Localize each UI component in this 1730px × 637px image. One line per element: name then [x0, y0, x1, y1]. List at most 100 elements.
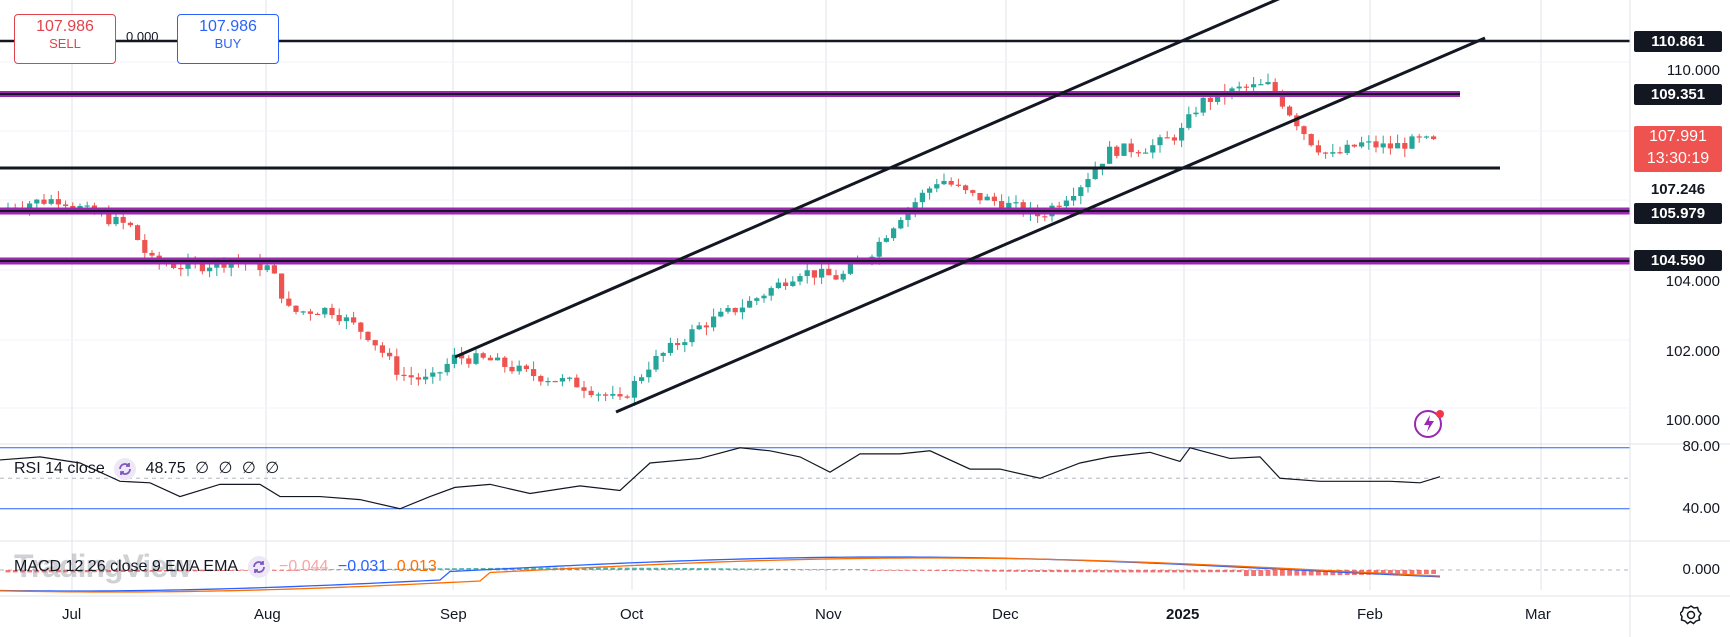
level-tag: 104.590: [1634, 250, 1722, 271]
candle-body: [696, 325, 702, 330]
candle-body: [127, 222, 133, 226]
macd-histogram-bar: [992, 570, 997, 572]
macd-histogram-bar: [401, 568, 407, 570]
macd-histogram-bar: [855, 569, 860, 570]
macd-histogram-bar: [524, 567, 529, 570]
macd-histogram-bar: [977, 570, 983, 572]
rsi-extra: ∅: [241, 460, 256, 478]
macd-histogram-bar: [322, 569, 328, 570]
macd-histogram-bar: [617, 567, 623, 570]
candle-body: [711, 316, 717, 328]
candle-body: [1279, 92, 1285, 107]
cycle-icon[interactable]: [114, 458, 137, 480]
time-axis-label: Dec: [992, 606, 1019, 623]
candle-body: [135, 225, 141, 241]
macd-histogram-bar: [178, 570, 184, 572]
candle-body: [1186, 114, 1192, 128]
candle-body: [984, 196, 990, 201]
candle-body: [1171, 137, 1177, 141]
candle-body: [991, 196, 997, 202]
candle-body: [718, 311, 724, 317]
candle-body: [84, 205, 90, 207]
candle-body: [905, 209, 911, 220]
candle-body: [1200, 97, 1206, 113]
time-axis-label: Feb: [1357, 606, 1383, 623]
macd-histogram-bar: [876, 570, 882, 571]
candle-body: [516, 365, 522, 372]
time-axis-label: 2025: [1166, 606, 1200, 623]
macd-histogram-bar: [207, 570, 212, 572]
macd-histogram-bar: [272, 570, 277, 571]
candle-body: [394, 356, 400, 375]
buy-price: 107.986: [199, 18, 257, 35]
candle-body: [624, 396, 630, 398]
candle-body: [1308, 134, 1314, 146]
macd-histogram-bar: [387, 568, 392, 570]
macd-histogram-bar: [149, 570, 155, 572]
candle-body: [48, 199, 54, 204]
candle-body: [1236, 86, 1242, 89]
candle-body: [1272, 82, 1278, 93]
candle-body: [977, 192, 983, 201]
macd-histogram-bar: [372, 569, 378, 570]
candle-body: [675, 342, 681, 346]
rsi-legend[interactable]: RSI 14 close 48.75 ∅ ∅ ∅ ∅: [14, 458, 284, 480]
buy-button[interactable]: 107.986 BUY: [177, 14, 279, 64]
macd-histogram-bar: [545, 567, 551, 570]
macd-histogram-bar: [819, 569, 824, 570]
candle-body: [171, 264, 177, 268]
candle-body: [761, 295, 767, 299]
candle-body: [106, 213, 112, 225]
candle-body: [639, 377, 645, 381]
cycle-icon[interactable]: [247, 556, 270, 578]
current-price: 107.991: [1649, 128, 1707, 145]
macd-histogram-bar: [963, 570, 968, 572]
macd-histogram-bar: [948, 570, 954, 572]
candle-body: [574, 377, 580, 388]
macd-histogram-bar: [588, 567, 594, 570]
candle-body: [804, 270, 810, 277]
candle-body: [1366, 141, 1372, 143]
candle-body: [797, 276, 803, 282]
candle-body: [178, 267, 184, 270]
candle-body: [423, 376, 429, 380]
macd-histogram-bar: [740, 568, 745, 570]
macd-histogram-bar: [192, 570, 198, 572]
candle-body: [970, 190, 976, 193]
macd-legend[interactable]: MACD 12 26 close 9 EMA EMA −0.044 −0.031…: [14, 556, 442, 578]
candle-body: [783, 282, 789, 287]
candle-body: [1207, 97, 1213, 102]
candle-body: [1092, 168, 1098, 180]
candle-body: [610, 394, 616, 396]
macd-histogram-bar: [1301, 570, 1307, 576]
candle-body: [646, 369, 652, 378]
candle-body: [142, 240, 148, 253]
candle-body: [1251, 84, 1257, 88]
time-axis-label: Sep: [440, 606, 467, 623]
settings-icon[interactable]: [1679, 604, 1702, 626]
candle-body: [667, 342, 673, 353]
flash-icon[interactable]: [1412, 406, 1446, 440]
level-tag: 107.246: [1634, 179, 1722, 200]
candle-body: [372, 340, 378, 346]
macd-histogram-bar: [538, 567, 544, 570]
rsi-line: [0, 447, 1441, 510]
candle-body: [207, 267, 213, 272]
macd-histogram-bar: [27, 570, 32, 573]
macd-histogram-bar: [99, 570, 104, 573]
macd-histogram-bar: [1092, 570, 1098, 573]
macd-histogram-bar: [1236, 570, 1242, 573]
sell-button[interactable]: 107.986 SELL: [14, 14, 116, 64]
macd-histogram-bar: [905, 570, 911, 571]
candle-body: [1395, 143, 1401, 149]
macd-histogram-bar: [1150, 570, 1156, 573]
candle-body: [955, 184, 961, 186]
candle-body: [1128, 143, 1134, 153]
macd-pane: [0, 556, 1630, 593]
level-tag: 105.979: [1634, 203, 1722, 224]
level-tag: 110.861: [1634, 31, 1722, 52]
candle-body: [1193, 112, 1199, 115]
macd-histogram-bar: [1028, 570, 1033, 572]
macd-histogram-bar: [63, 570, 68, 573]
